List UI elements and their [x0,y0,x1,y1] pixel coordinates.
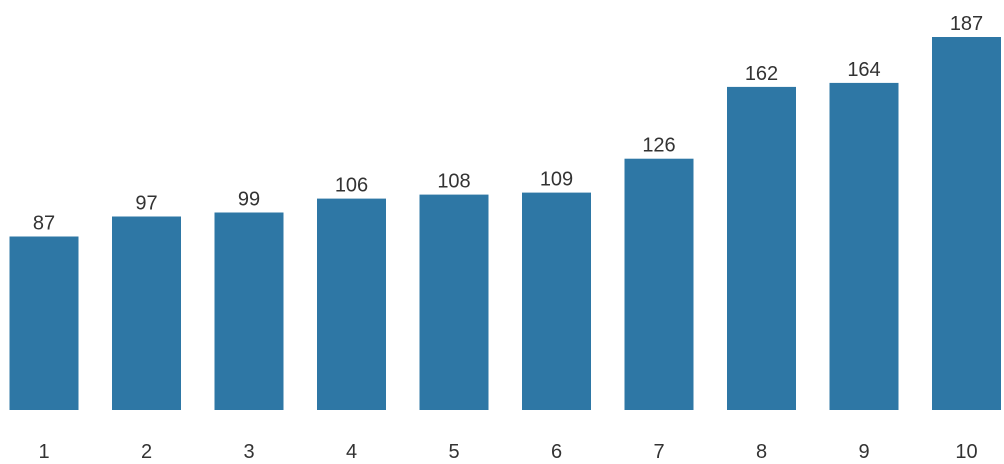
bar-4 [317,198,386,410]
x-tick-label-2: 2 [141,441,152,463]
value-label-5: 108 [437,171,470,193]
bar-10 [932,37,1001,410]
value-labels: 87 97 99 106 108 109 126 162 164 187 [33,13,983,235]
value-label-7: 126 [642,135,675,157]
x-tick-label-4: 4 [346,441,357,463]
x-tick-label-5: 5 [448,441,459,463]
bar-5 [419,194,489,410]
x-tick-label-6: 6 [551,441,562,463]
bar-2 [112,216,181,410]
x-axis-tick-labels: 1 2 3 4 5 6 7 8 9 10 [38,441,977,463]
value-label-4: 106 [335,175,368,197]
x-tick-label-7: 7 [653,441,664,463]
bar-9 [829,82,899,411]
x-tick-label-8: 8 [756,441,767,463]
bar-6 [522,192,591,410]
bar-8 [727,86,796,411]
bar-3 [214,212,284,410]
bar-1 [9,236,79,410]
bar-series [9,37,1001,411]
value-label-10: 187 [950,13,983,35]
value-label-8: 162 [745,63,778,85]
x-tick-label-9: 9 [858,441,869,463]
value-label-3: 99 [238,189,260,211]
value-label-9: 164 [847,59,880,81]
x-tick-label-3: 3 [243,441,254,463]
value-label-6: 109 [540,169,573,191]
bar-7 [624,158,694,410]
value-label-2: 97 [135,193,157,215]
value-label-1: 87 [33,213,55,235]
x-tick-label-10: 10 [955,441,977,463]
x-tick-label-1: 1 [38,441,49,463]
